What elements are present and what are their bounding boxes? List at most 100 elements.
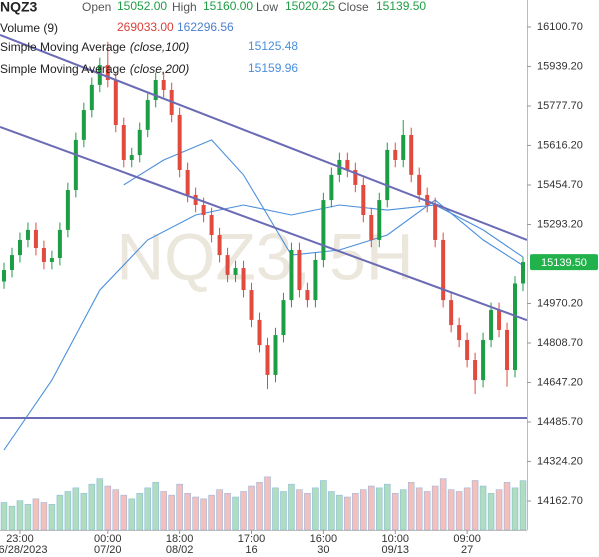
x-tick-date: 07/20	[94, 544, 122, 556]
candle-body	[281, 300, 286, 336]
volume-bar	[439, 478, 447, 531]
candle-body	[177, 114, 182, 170]
x-tick-date: 09/13	[381, 544, 409, 556]
candle-body	[201, 204, 206, 215]
candle-body	[9, 255, 14, 271]
candle-body	[49, 258, 54, 262]
volume-bar	[120, 494, 128, 531]
moving-average-line	[3, 204, 524, 451]
candle-body	[497, 309, 502, 330]
volume-bar	[304, 493, 311, 531]
trendline	[0, 34, 528, 241]
open-title: Open	[82, 0, 111, 14]
candle-body	[209, 214, 214, 236]
volume-bar	[184, 493, 191, 531]
volume-bar	[360, 489, 367, 531]
volume-bar	[112, 489, 120, 531]
candle-body	[81, 110, 86, 140]
candle-body	[473, 360, 478, 381]
x-tick-label: 18:00	[166, 533, 194, 545]
volume-bar	[128, 498, 136, 531]
candle-body	[33, 229, 38, 249]
x-tick-label: 10:00	[381, 533, 409, 545]
symbol: NQZ3	[0, 0, 38, 15]
candle-body	[241, 268, 246, 291]
volume-bar	[224, 493, 231, 531]
trendline	[0, 125, 528, 322]
candle-body	[489, 309, 494, 340]
x-tick-label: 17:00	[238, 533, 266, 545]
volume-bar	[391, 493, 399, 531]
volume-bar	[471, 480, 479, 531]
candle-body	[121, 124, 126, 160]
candle-body	[353, 169, 358, 185]
volume-bar	[399, 489, 407, 531]
volume-bar	[240, 491, 247, 531]
candle-body	[393, 149, 398, 160]
candle-body	[273, 335, 278, 375]
volume-bar	[144, 487, 152, 531]
volume-bar	[511, 487, 519, 531]
volume-bar	[176, 483, 183, 531]
candle-body	[401, 135, 406, 160]
volume-bar	[487, 493, 495, 531]
high-value: 15160.00	[203, 0, 253, 13]
volume-bar	[248, 485, 255, 531]
volume-bar	[8, 505, 16, 531]
candle-body	[297, 249, 302, 291]
ma-legend: Simple Moving Average (close,200)	[0, 62, 189, 76]
x-tick-date: 08/02	[166, 544, 194, 556]
candle-body	[425, 194, 430, 205]
candle-body	[65, 190, 70, 230]
candle-body	[17, 239, 22, 256]
y-tick-label: 14162.70	[537, 495, 583, 507]
volume-bar	[232, 496, 239, 531]
ma-params: (close,100)	[130, 40, 189, 54]
volume-bar	[80, 493, 88, 531]
candle-body	[225, 255, 230, 275]
volume-bar	[407, 482, 415, 531]
volume-bar	[152, 482, 160, 531]
volume-bar	[208, 494, 215, 531]
candle-body	[145, 100, 150, 130]
x-tick-label: 16:00	[310, 533, 338, 545]
y-tick-label: 14324.20	[537, 455, 583, 467]
volume-bar	[495, 489, 503, 531]
volume-bar	[328, 491, 335, 531]
volume-bar	[72, 487, 80, 531]
volume-bar	[160, 491, 167, 531]
volume-bar	[352, 493, 359, 531]
volume-bar	[367, 485, 375, 531]
candle-body	[153, 79, 158, 101]
candle-body	[137, 129, 142, 156]
volume-bar	[168, 494, 175, 531]
volume-bar	[519, 480, 527, 531]
y-tick-label: 14485.70	[537, 416, 583, 428]
candle-body	[233, 268, 238, 275]
y-tick-label: 14808.70	[537, 337, 583, 349]
candle-body	[441, 239, 446, 301]
volume-bar	[16, 500, 24, 531]
y-tick-label: 15939.20	[537, 60, 583, 72]
x-tick-date: 30	[317, 544, 329, 556]
candle-body	[521, 262, 526, 284]
candle-body	[161, 79, 166, 91]
x-tick-date: 27	[461, 544, 473, 556]
volume-bar	[431, 485, 439, 531]
y-tick-label: 14970.20	[537, 297, 583, 309]
candle-body	[369, 214, 374, 240]
candle-body	[457, 325, 462, 340]
volume-bar	[56, 494, 64, 531]
candle-body	[345, 159, 350, 170]
volume-bar	[503, 482, 511, 531]
last-price-box	[530, 254, 598, 271]
candle-body	[321, 200, 326, 260]
candle-body	[329, 174, 334, 201]
volume-bar	[64, 491, 72, 531]
volume-bar	[24, 504, 32, 531]
volume-bar	[88, 483, 96, 531]
ma-name: Simple Moving Average	[0, 40, 126, 54]
x-tick-date: 06/28/2023	[0, 544, 47, 556]
